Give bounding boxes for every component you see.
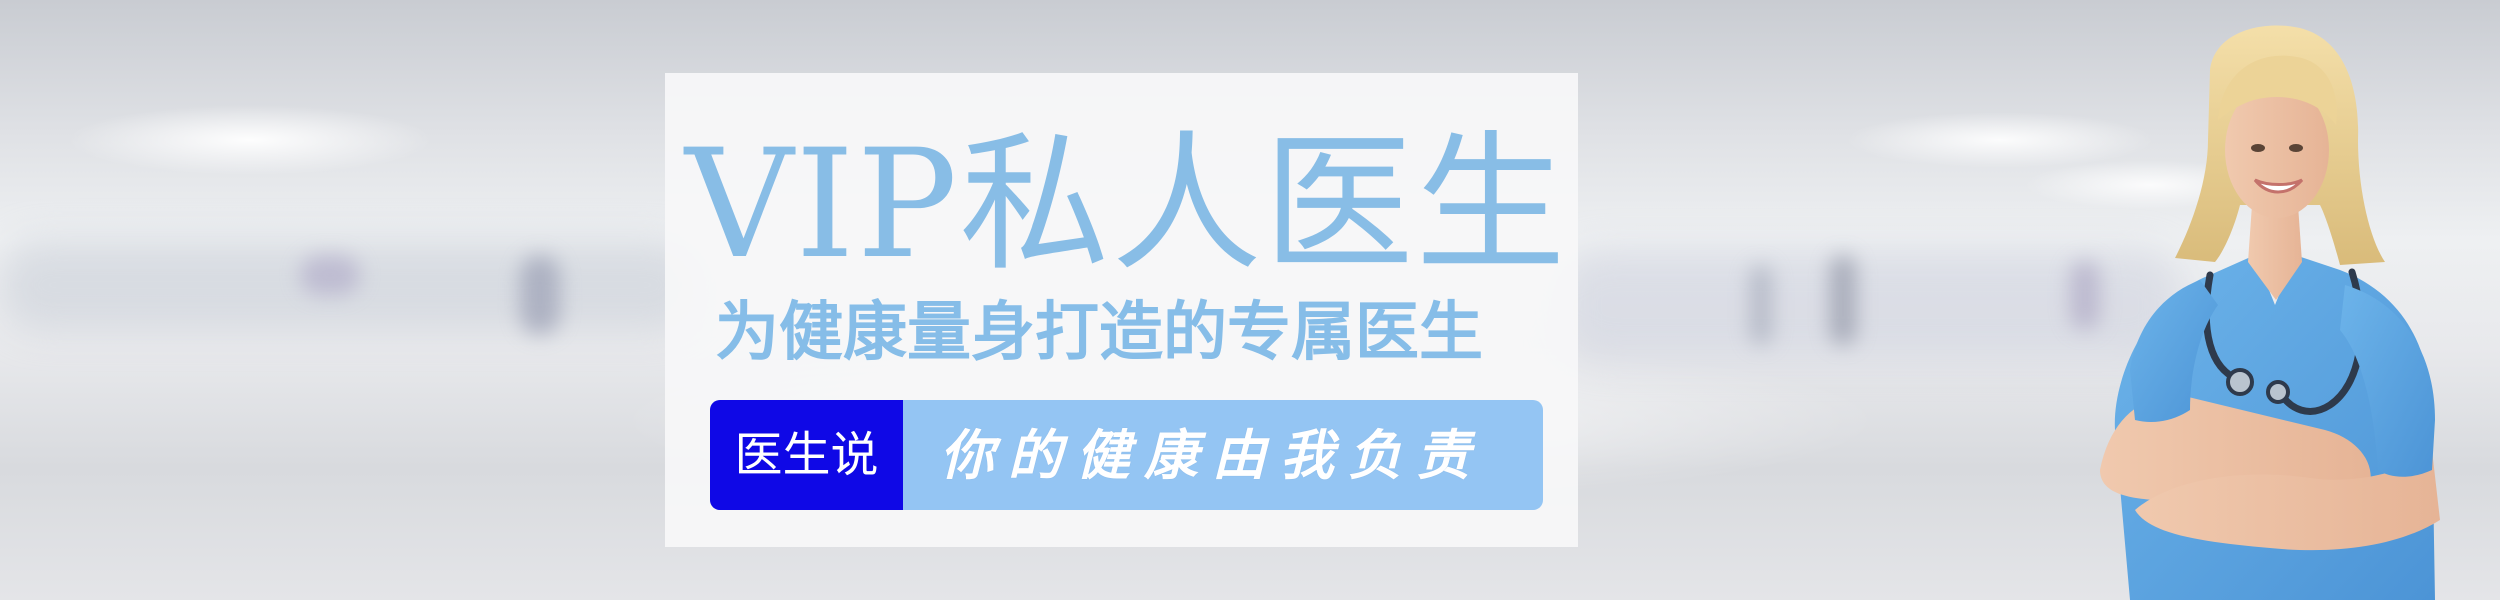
background-figure [2070,260,2100,330]
subheadline: 为健康量身打造的专属医生 [715,296,1483,370]
quote-bar: 医生说 你的健康由我负责 [710,400,1543,510]
background-figure [1830,255,1856,345]
background-figure [300,255,360,295]
background-figure [1750,265,1772,345]
background-figure [520,255,560,335]
promo-card: VIP私人医生 为健康量身打造的专属医生 医生说 你的健康由我负责 [665,73,1578,547]
headline: VIP私人医生 [685,118,1568,292]
quote-text: 你的健康由我负责 [940,423,1484,487]
doctor-says-badge: 医生说 [710,400,903,510]
doctor-photo [2040,0,2500,600]
